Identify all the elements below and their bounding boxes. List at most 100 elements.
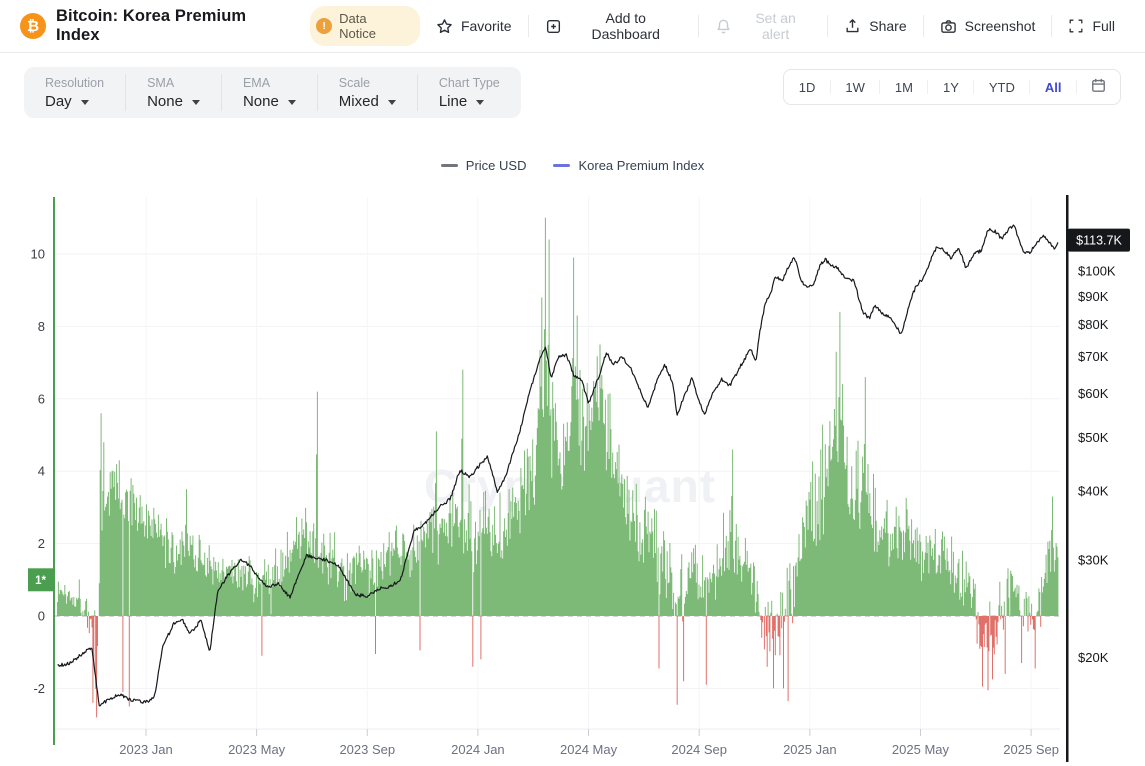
divider [829, 80, 831, 94]
scale-dropdown[interactable]: Scale Mixed [318, 69, 417, 117]
divider [879, 80, 881, 94]
right-axis-label: $20K [1078, 650, 1109, 665]
chart-type-label: Chart Type [438, 75, 500, 90]
sma-dropdown[interactable]: SMA None [126, 69, 221, 117]
chevron-down-icon [476, 99, 485, 105]
sma-label: SMA [147, 75, 175, 90]
chart-settings-toolbar: Resolution Day SMA None EMA None Scale M… [24, 67, 521, 118]
left-axis-line [53, 197, 55, 745]
divider [697, 15, 699, 37]
chevron-down-icon [80, 99, 89, 105]
share-label: Share [869, 18, 907, 34]
last-price-badge [1068, 228, 1130, 252]
x-axis-label: 2023 Jan [119, 742, 173, 757]
divider [1076, 80, 1077, 94]
resolution-value: Day [45, 92, 72, 110]
range-1y-button[interactable]: 1Y [928, 70, 973, 104]
chart-legend: Price USD Korea Premium Index [0, 158, 1145, 173]
camera-icon [940, 18, 957, 35]
legend-premium-label: Korea Premium Index [578, 158, 705, 173]
screenshot-button[interactable]: Screenshot [924, 18, 1052, 35]
time-range-selector: 1D 1W 1M 1Y YTD All [783, 69, 1121, 105]
bell-icon [715, 18, 732, 35]
divider [922, 15, 924, 37]
right-axis-label: $80K [1078, 317, 1109, 332]
premium-line-swatch [553, 164, 571, 167]
add-to-dashboard-button[interactable]: Add to Dashboard [529, 10, 698, 42]
x-axis-label: 2024 Jan [451, 742, 505, 757]
price-line [57, 224, 1059, 707]
divider [416, 74, 418, 111]
divider [1029, 80, 1031, 94]
fullscreen-button[interactable]: Full [1052, 18, 1131, 34]
left-axis-label: 8 [38, 319, 45, 334]
legend-item-price[interactable]: Price USD [440, 158, 527, 173]
right-axis-label: $50K [1078, 430, 1109, 445]
premium-bars-negative [87, 616, 1042, 718]
svg-text:$113.7K: $113.7K [1076, 234, 1122, 248]
dashboard-add-icon [545, 18, 562, 35]
ema-dropdown[interactable]: EMA None [222, 69, 317, 117]
set-alert-button[interactable]: Set an alert [699, 10, 827, 42]
favorite-label: Favorite [460, 18, 512, 34]
chart-type-value: Line [438, 92, 468, 110]
scale-value: Mixed [338, 92, 379, 110]
header: ₿ Bitcoin: Korea Premium Index ! Data No… [0, 0, 1145, 53]
range-all-button[interactable]: All [1030, 70, 1076, 104]
share-button[interactable]: Share [828, 18, 922, 35]
range-1d-button[interactable]: 1D [784, 70, 830, 104]
expand-icon [1068, 18, 1084, 34]
chart-type-dropdown[interactable]: Chart Type Line [418, 69, 521, 117]
x-axis-label: 2025 Sep [1003, 742, 1059, 757]
add-to-dashboard-label: Add to Dashboard [591, 10, 660, 42]
legend-price-label: Price USD [465, 158, 527, 173]
premium-bars-positive [57, 217, 1059, 616]
favorite-button[interactable]: Favorite [420, 18, 528, 35]
right-axis-label: $60K [1078, 386, 1109, 401]
legend-item-premium[interactable]: Korea Premium Index [553, 158, 704, 173]
calendar-range-button[interactable] [1077, 70, 1120, 104]
range-1w-button[interactable]: 1W [831, 70, 880, 104]
sma-value: None [147, 92, 183, 110]
right-axis-label: $70K [1078, 349, 1109, 364]
x-axis-label: 2025 May [892, 742, 950, 757]
price-line-swatch [440, 164, 458, 167]
right-axis-label: $100K [1078, 264, 1116, 279]
left-axis-label: 0 [38, 609, 45, 624]
scale-label: Scale [338, 75, 371, 90]
right-axis-label: $40K [1078, 484, 1109, 499]
chevron-down-icon [287, 99, 296, 105]
resolution-dropdown[interactable]: Resolution Day [24, 69, 125, 117]
share-icon [844, 18, 861, 35]
warning-icon: ! [316, 18, 333, 34]
right-axis-label: $30K [1078, 553, 1109, 568]
left-axis-label: -2 [33, 681, 45, 696]
fullscreen-label: Full [1092, 18, 1115, 34]
header-actions: Favorite Add to Dashboard Set an alert S… [420, 10, 1131, 42]
divider [316, 74, 318, 111]
left-axis-label: 2 [38, 536, 45, 551]
right-axis-line [1066, 195, 1069, 762]
calendar-icon [1090, 77, 1107, 97]
left-axis-label: 6 [38, 391, 45, 406]
range-1m-button[interactable]: 1M [880, 70, 927, 104]
svg-text:1*: 1* [35, 575, 46, 587]
bitcoin-glyph: ₿ [26, 17, 40, 35]
left-axis-label: 10 [31, 247, 45, 262]
data-notice-label: Data Notice [339, 11, 376, 41]
divider [927, 80, 929, 94]
divider [973, 80, 975, 94]
star-icon [436, 18, 453, 35]
controls-row: Resolution Day SMA None EMA None Scale M… [0, 53, 1145, 118]
premium-marker-badge [28, 568, 53, 592]
divider [527, 15, 529, 37]
divider [1051, 15, 1053, 37]
ema-value: None [242, 92, 279, 110]
x-axis-label: 2023 Sep [339, 742, 395, 757]
range-ytd-button[interactable]: YTD [974, 70, 1029, 104]
x-axis-label: 2024 Sep [671, 742, 727, 757]
title-group: ₿ Bitcoin: Korea Premium Index ! Data No… [20, 6, 420, 46]
data-notice-badge[interactable]: ! Data Notice [310, 6, 420, 46]
